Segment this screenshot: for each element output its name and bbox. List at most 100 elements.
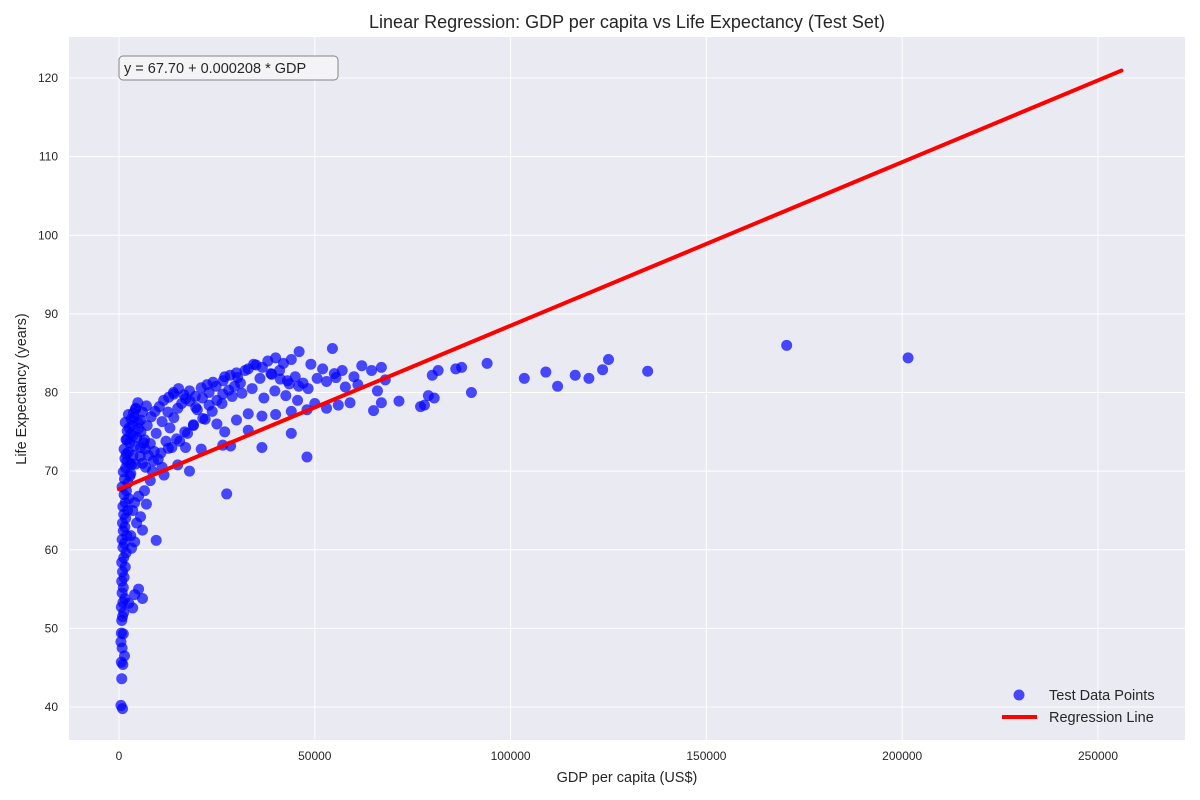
- data-point: [162, 442, 174, 454]
- data-point: [236, 387, 248, 399]
- x-tick-label: 250000: [1078, 749, 1118, 763]
- data-point: [326, 342, 338, 354]
- data-point: [283, 378, 295, 390]
- data-point: [518, 372, 530, 384]
- data-point: [356, 360, 368, 372]
- data-point: [121, 434, 133, 446]
- data-point: [344, 397, 356, 409]
- chart-title: Linear Regression: GDP per capita vs Lif…: [369, 12, 885, 32]
- data-point: [141, 420, 153, 432]
- data-point: [902, 352, 914, 364]
- y-tick-label: 60: [45, 543, 59, 557]
- equation-text: y = 67.70 + 0.000208 * GDP: [124, 61, 306, 77]
- data-point: [603, 353, 614, 365]
- y-tick-label: 40: [45, 700, 59, 714]
- y-tick-label: 110: [39, 150, 58, 164]
- data-point: [115, 627, 127, 639]
- data-point: [280, 390, 292, 402]
- data-point: [321, 375, 333, 387]
- data-point: [130, 402, 142, 414]
- data-point: [432, 364, 444, 376]
- data-point: [330, 372, 342, 384]
- legend-label-test-data: Test Data Points: [1049, 688, 1155, 704]
- data-point: [481, 357, 493, 369]
- data-point: [336, 364, 348, 376]
- data-point: [781, 339, 793, 351]
- data-point: [216, 398, 228, 410]
- y-tick-label: 90: [45, 307, 59, 321]
- data-point: [285, 427, 297, 439]
- data-point: [164, 422, 176, 434]
- data-point: [156, 416, 168, 428]
- y-tick-label: 80: [45, 386, 59, 400]
- data-point: [197, 412, 209, 424]
- data-point: [211, 418, 223, 430]
- data-point: [311, 372, 323, 384]
- data-point: [552, 380, 564, 392]
- data-point: [147, 455, 159, 467]
- y-tick-label: 50: [45, 621, 59, 635]
- data-point: [597, 364, 609, 376]
- data-point: [127, 504, 139, 516]
- y-tick-label: 100: [38, 228, 58, 242]
- data-point: [232, 372, 244, 384]
- data-point: [171, 433, 183, 445]
- data-point: [132, 416, 144, 428]
- data-point: [226, 390, 238, 402]
- data-point: [123, 422, 135, 434]
- data-point: [136, 524, 148, 536]
- data-point: [190, 401, 202, 413]
- data-point: [254, 372, 266, 384]
- data-point: [117, 703, 129, 715]
- x-axis-label: GDP per capita (US$): [557, 770, 698, 786]
- data-point: [221, 488, 233, 500]
- data-point: [256, 442, 268, 454]
- x-tick-label: 100000: [491, 749, 531, 763]
- data-point: [150, 534, 162, 546]
- data-point: [256, 361, 268, 373]
- data-point: [301, 451, 313, 463]
- data-point: [540, 366, 552, 378]
- data-point: [332, 399, 344, 411]
- y-axis-ticks: 40 50 60 70 80 90 100 110 120: [38, 71, 58, 714]
- data-point: [150, 427, 162, 439]
- data-point: [230, 414, 242, 426]
- data-point: [139, 443, 151, 455]
- data-point: [239, 364, 251, 376]
- data-point: [292, 394, 304, 406]
- legend-label-regression: Regression Line: [1049, 710, 1154, 726]
- x-axis-ticks: 0 50000 100000 150000 200000 250000: [116, 749, 1119, 763]
- data-point: [258, 392, 270, 404]
- regression-line: [117, 68, 1124, 492]
- data-point: [124, 457, 136, 469]
- data-point: [418, 399, 430, 411]
- data-point: [219, 426, 231, 438]
- data-point: [256, 410, 268, 422]
- x-tick-label: 0: [116, 749, 123, 763]
- data-point: [456, 361, 468, 373]
- equation-annotation: y = 67.70 + 0.000208 * GDP: [118, 55, 339, 81]
- data-point: [293, 346, 305, 358]
- data-point: [116, 673, 128, 685]
- data-point: [265, 368, 277, 380]
- data-point: [393, 395, 405, 407]
- data-point: [120, 448, 132, 460]
- data-point: [270, 352, 282, 364]
- data-point: [293, 380, 305, 392]
- data-point: [317, 363, 329, 375]
- data-point: [179, 426, 191, 438]
- x-tick-label: 200000: [882, 749, 922, 763]
- data-point: [246, 383, 258, 395]
- y-axis-label: Life Expectancy (years): [14, 313, 30, 465]
- data-point: [302, 383, 314, 395]
- data-point: [339, 381, 351, 393]
- data-point: [305, 358, 317, 370]
- data-point: [274, 373, 286, 385]
- data-point: [140, 461, 152, 473]
- data-point: [642, 365, 654, 377]
- data-point: [242, 408, 254, 420]
- data-point: [375, 397, 387, 409]
- data-point: [269, 385, 281, 397]
- data-point: [183, 465, 195, 477]
- data-point: [206, 405, 218, 417]
